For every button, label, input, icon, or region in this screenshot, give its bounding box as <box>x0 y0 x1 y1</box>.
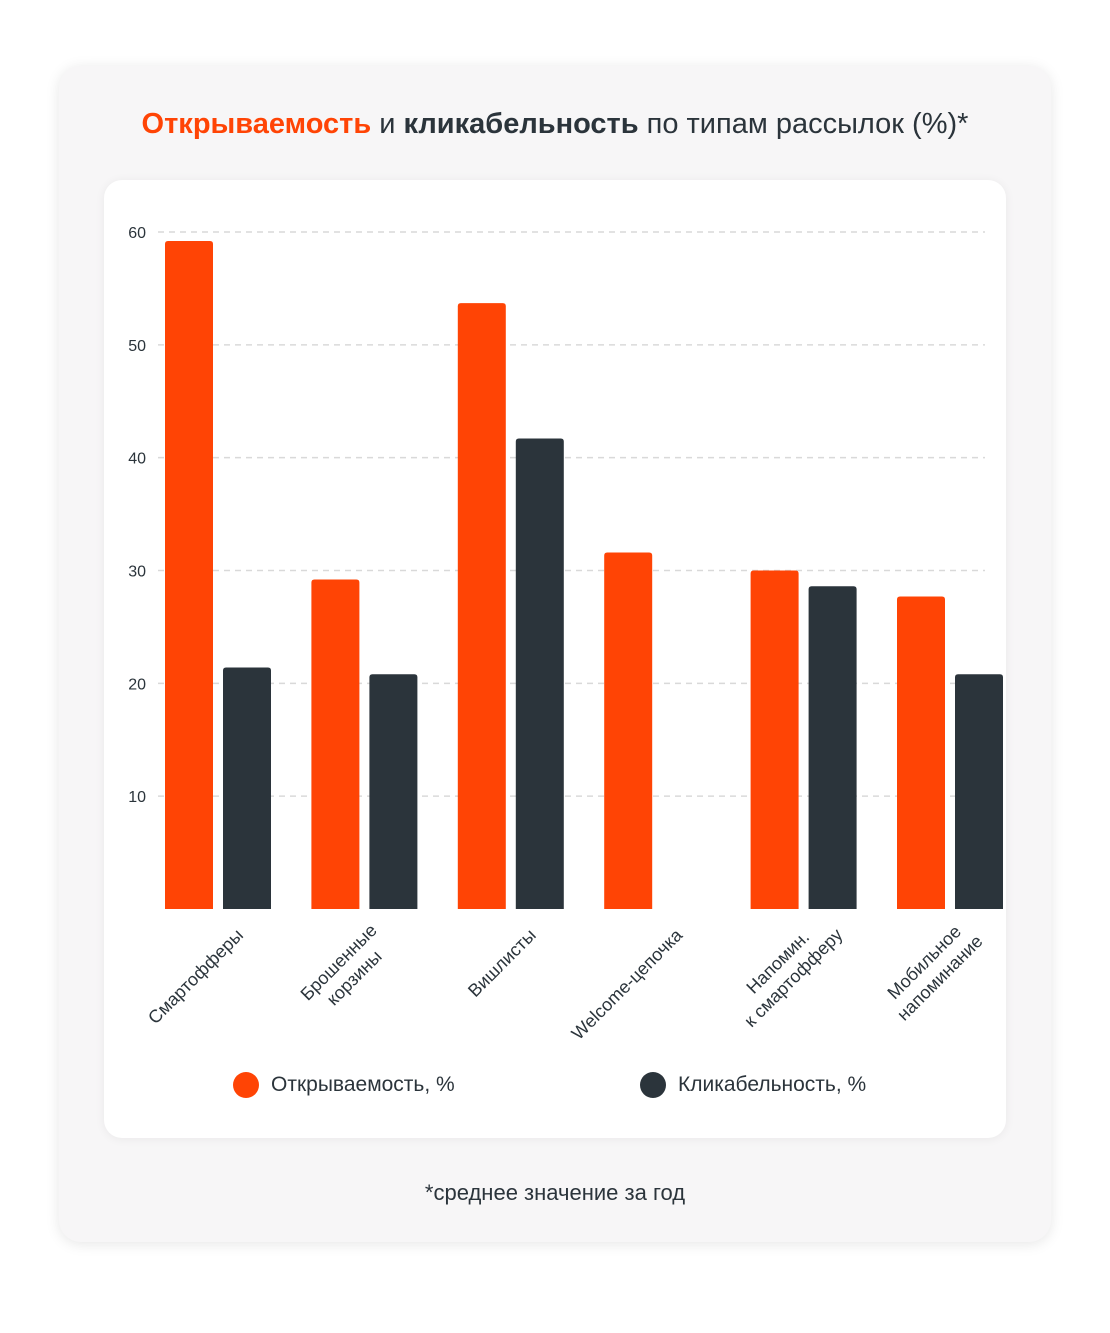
title-click-rate: кликабельность <box>403 108 639 140</box>
x-tick-label: Вишлисты <box>464 925 540 1001</box>
chart-title: Открываемость и кликабельность по типам … <box>0 108 1110 141</box>
bar-click-2 <box>515 438 564 909</box>
legend-item-open: Открываемость, % <box>233 1068 455 1102</box>
bar-open-3 <box>604 552 653 909</box>
title-open-rate: Открываемость <box>141 108 372 140</box>
footnote: *среднее значение за год <box>424 1180 686 1205</box>
legend-label-open: Открываемость, % <box>271 1073 455 1096</box>
bar-click-4 <box>808 586 857 909</box>
y-tick-label: 40 <box>128 451 146 468</box>
legend-dot-open <box>233 1072 259 1098</box>
legend-label-click: Кликабельность, % <box>678 1073 867 1096</box>
y-tick-label: 60 <box>128 225 146 242</box>
x-tick-label: Смартофферы <box>144 925 247 1028</box>
y-tick-label: 50 <box>128 338 146 355</box>
x-tick-label-line: Смартофферы <box>144 925 247 1028</box>
y-tick-label: 20 <box>128 676 146 693</box>
bar-click-0 <box>223 667 271 909</box>
title-rest: по типам рассылок (%)* <box>638 108 969 140</box>
bar-open-4 <box>750 570 799 909</box>
y-tick-label: 10 <box>128 789 146 806</box>
x-tick-label-line: Вишлисты <box>464 925 540 1001</box>
legend-item-click: Кликабельность, % <box>640 1068 866 1102</box>
x-tick-label: Брошенныекорзины <box>297 920 397 1020</box>
bar-open-0 <box>165 241 213 909</box>
x-tick-label: Мобильноенапоминание <box>878 916 987 1025</box>
title-conjunction: и <box>371 108 404 140</box>
x-tick-label: Welcome-цепочка <box>568 924 687 1043</box>
bar-open-5 <box>897 596 945 909</box>
y-tick-label: 30 <box>128 564 146 581</box>
bar-click-5 <box>955 674 1003 909</box>
bar-open-2 <box>457 303 506 910</box>
bar-click-1 <box>369 674 418 909</box>
bar-open-1 <box>311 579 360 909</box>
legend-dot-click <box>640 1072 666 1098</box>
x-tick-label-line: Welcome-цепочка <box>568 924 687 1043</box>
x-tick-label: Напомин.к смартофферу <box>725 909 847 1031</box>
